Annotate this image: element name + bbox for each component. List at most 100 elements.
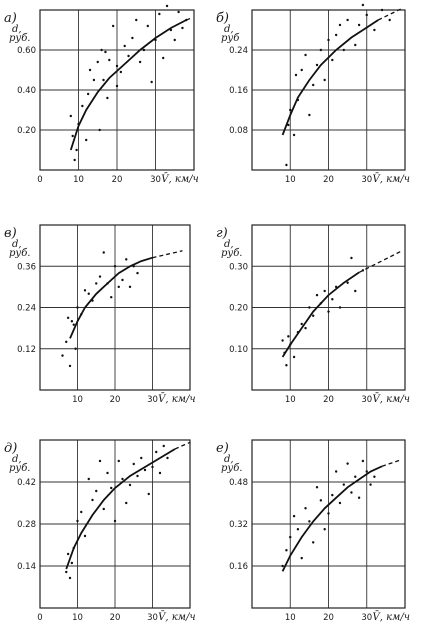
y-axis-unit: руб. [9, 33, 30, 44]
x-tick-label: 20 [323, 395, 334, 405]
data-point [98, 459, 102, 463]
y-tick-label: 0.24 [17, 304, 36, 314]
data-point [136, 271, 139, 275]
data-point [342, 48, 345, 52]
data-point [125, 501, 128, 505]
y-axis-unit: руб. [221, 248, 242, 259]
y-tick-label: 0.32 [229, 520, 248, 530]
data-point [312, 83, 315, 87]
data-point [80, 510, 83, 514]
data-point [150, 80, 153, 84]
chart-panel-1: а)d,руб. 0.20 0.40 0.60 0 10 20 30 V̄, км/ч [4, 4, 199, 185]
y-tick-label: 0.60 [17, 46, 36, 56]
data-point [95, 282, 98, 285]
data-point [102, 78, 105, 82]
data-point [127, 54, 130, 58]
y-tick-label: 0.28 [17, 520, 36, 530]
y-tick-label: 0.08 [229, 126, 248, 136]
data-point [308, 520, 311, 523]
data-point [365, 13, 368, 17]
data-point [158, 12, 161, 16]
data-point [296, 528, 300, 531]
chart-panel-6: е)d,руб. 0.16 0.32 0.48 10 20 30 V̄, км/ч [216, 439, 410, 623]
data-point [327, 512, 330, 515]
data-point [380, 8, 384, 12]
panel-label: д) [4, 441, 17, 456]
y-axis-unit: руб. [9, 248, 30, 259]
chart-panel-3: в)d,руб. 0.12 0.24 0.36 10 20 30 V̄, км/ч [4, 224, 196, 405]
data-point [110, 295, 113, 299]
data-point [388, 18, 391, 22]
plot-frame [251, 224, 406, 391]
data-point [181, 26, 184, 30]
data-point [113, 519, 117, 523]
data-point [292, 514, 296, 518]
data-point [117, 459, 120, 463]
data-point [65, 340, 68, 344]
data-point [323, 528, 326, 531]
data-point [70, 561, 74, 565]
data-point [142, 48, 146, 52]
x-axis-label: V̄, км/ч [372, 173, 409, 185]
data-point [292, 355, 296, 359]
data-point [65, 570, 68, 574]
x-tick-label: 20 [323, 175, 334, 185]
data-point [66, 316, 70, 320]
panel-label: б) [216, 11, 229, 26]
data-point [86, 92, 90, 96]
data-point [117, 285, 120, 289]
y-axis-unit: руб. [9, 463, 30, 474]
panel-label: а) [4, 11, 17, 26]
data-point [304, 326, 307, 330]
data-point [354, 475, 357, 478]
fit-curve [69, 256, 153, 339]
fit-curve [281, 271, 360, 358]
data-point [177, 10, 180, 14]
data-point [338, 501, 342, 505]
x-tick-label: 30 [361, 395, 372, 405]
data-point [121, 278, 124, 282]
data-point [68, 576, 72, 580]
data-point [300, 556, 303, 560]
data-point [323, 78, 326, 82]
data-point [312, 541, 315, 544]
x-tick-label: 20 [110, 395, 121, 405]
data-point [361, 459, 365, 463]
y-axis-unit: руб. [221, 463, 242, 474]
data-point [294, 73, 298, 77]
data-point [158, 471, 162, 475]
x-tick-label: 10 [285, 175, 296, 185]
data-point [281, 339, 284, 342]
data-point [338, 306, 342, 309]
fit-curve-extension [186, 17, 191, 21]
data-point [285, 364, 288, 367]
x-tick-label: 10 [72, 613, 83, 623]
data-point [91, 498, 94, 502]
data-point [289, 535, 292, 539]
data-point [315, 63, 319, 67]
x-tick-label: 20 [112, 175, 123, 185]
data-point [102, 251, 105, 254]
data-point [334, 470, 338, 473]
x-tick-label: 10 [285, 613, 296, 623]
data-point [95, 489, 98, 493]
y-axis-label: d, [224, 24, 234, 35]
y-tick-label: 0.16 [229, 562, 248, 572]
data-point [173, 38, 176, 42]
fit-curve [69, 19, 187, 151]
data-point [61, 354, 64, 357]
data-point [300, 322, 303, 326]
data-point [70, 320, 74, 323]
x-tick-label: 30 [361, 613, 372, 623]
data-point [119, 70, 123, 74]
data-point [155, 450, 158, 454]
y-tick-label: 0.20 [17, 126, 36, 136]
data-point [357, 496, 361, 499]
x-tick-label: 30 [147, 395, 158, 405]
data-point [136, 474, 139, 478]
data-point [361, 3, 365, 7]
data-point [125, 258, 128, 261]
data-point [289, 108, 292, 112]
data-point [166, 456, 169, 460]
y-tick-label: 0.10 [229, 345, 248, 355]
